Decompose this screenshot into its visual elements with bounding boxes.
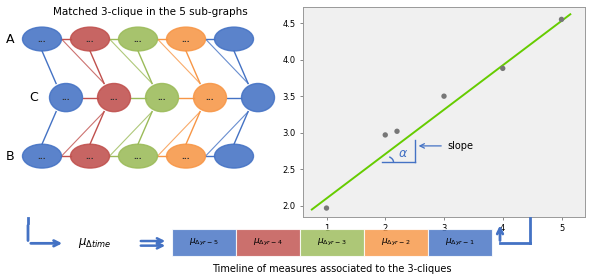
Ellipse shape [23, 144, 62, 168]
FancyBboxPatch shape [300, 229, 364, 256]
Ellipse shape [215, 144, 254, 168]
FancyBboxPatch shape [236, 229, 300, 256]
Text: $\mu_{\Delta yr-1}$: $\mu_{\Delta yr-1}$ [445, 237, 475, 249]
Text: $\mu_{\Delta yr-4}$: $\mu_{\Delta yr-4}$ [253, 237, 283, 249]
FancyBboxPatch shape [364, 229, 428, 256]
Text: Timeline of measures associated to the 3-cliques: Timeline of measures associated to the 3… [212, 264, 452, 274]
Ellipse shape [71, 144, 110, 168]
Point [380, 133, 390, 137]
Text: ...: ... [134, 34, 142, 44]
Point [439, 94, 449, 98]
Ellipse shape [119, 27, 157, 51]
Ellipse shape [71, 27, 110, 51]
Text: ...: ... [158, 93, 166, 102]
Ellipse shape [119, 144, 157, 168]
Text: Matched 3-clique in the 5 sub-graphs: Matched 3-clique in the 5 sub-graphs [53, 7, 247, 17]
Ellipse shape [193, 83, 227, 112]
Text: ...: ... [110, 93, 118, 102]
FancyBboxPatch shape [428, 229, 492, 256]
Text: $\mu_{\Delta yr-3}$: $\mu_{\Delta yr-3}$ [317, 237, 347, 249]
Ellipse shape [23, 27, 62, 51]
Text: ...: ... [134, 152, 142, 161]
Text: B: B [6, 150, 14, 163]
Ellipse shape [167, 144, 205, 168]
Point [322, 206, 331, 210]
Ellipse shape [215, 27, 254, 51]
Text: ...: ... [38, 34, 46, 44]
Point [498, 66, 508, 71]
Text: C: C [29, 91, 38, 104]
Text: ...: ... [62, 93, 70, 102]
Text: ...: ... [38, 152, 46, 161]
Ellipse shape [146, 83, 179, 112]
Ellipse shape [241, 83, 275, 112]
Text: $\mu_{\Delta yr-5}$: $\mu_{\Delta yr-5}$ [189, 237, 219, 249]
FancyBboxPatch shape [172, 229, 236, 256]
Point [392, 129, 402, 133]
Ellipse shape [49, 83, 83, 112]
Text: A: A [6, 33, 14, 46]
Text: ...: ... [206, 93, 214, 102]
Text: ...: ... [86, 152, 94, 161]
Text: $\mu_{\Delta time}$: $\mu_{\Delta time}$ [78, 236, 112, 250]
Text: $\alpha$: $\alpha$ [398, 147, 408, 160]
Ellipse shape [97, 83, 131, 112]
Point [557, 17, 566, 22]
Text: ...: ... [182, 34, 190, 44]
Text: $\mu_{\Delta yr-2}$: $\mu_{\Delta yr-2}$ [381, 237, 411, 249]
Text: slope: slope [447, 141, 473, 151]
Text: ...: ... [86, 34, 94, 44]
Ellipse shape [167, 27, 205, 51]
Text: ...: ... [182, 152, 190, 161]
